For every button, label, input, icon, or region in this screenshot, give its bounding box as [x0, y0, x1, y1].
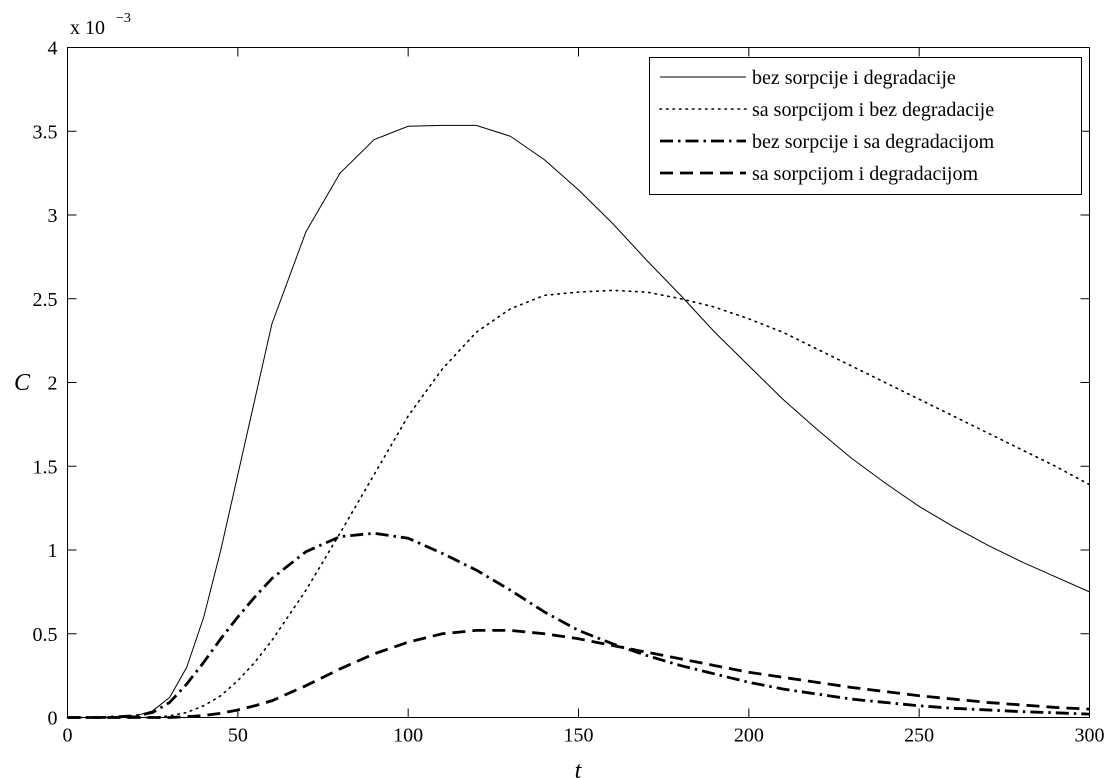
x-tick-label: 150 [564, 725, 594, 747]
y-tick-label: 3.5 [33, 121, 58, 143]
legend: bez sorpcije i degradacije sa sorpcijom i… [649, 57, 1082, 195]
y-tick-label: 2.5 [33, 289, 58, 311]
legend-label: bez sorpcije i sa degradacijom [752, 131, 995, 153]
y-tick-label: 1 [48, 540, 58, 562]
y-multiplier: x 10 −3 [70, 11, 131, 39]
legend-label: bez sorpcije i degradacije [752, 67, 956, 89]
legend-entry: sa sorpcijom i degradacijom [660, 163, 978, 185]
series-line-1 [67, 124, 1090, 718]
x-tick-label: 300 [1075, 725, 1105, 747]
legend-label: sa sorpcijom i degradacijom [752, 163, 978, 185]
legend-label: sa sorpcijom i bez degradacije [752, 99, 994, 121]
y-multiplier-exponent: −3 [116, 11, 131, 26]
plot-lines [66, 124, 1091, 719]
y-axis-label: C [14, 370, 31, 396]
series-line-2 [66, 289, 1091, 719]
x-axis-label: t [575, 758, 583, 778]
legend-entry: bez sorpcije i sa degradacijom [660, 131, 995, 153]
x-tick-label: 200 [734, 725, 764, 747]
series-line-3 [67, 531, 1090, 719]
x-tick-label: 100 [393, 725, 423, 747]
y-tick-label: 1.5 [33, 456, 58, 478]
x-tick-label: 250 [904, 725, 934, 747]
ticks [67, 47, 1090, 718]
y-tick-label: 4 [48, 38, 58, 60]
legend-entry: sa sorpcijom i bez degradacije [659, 99, 994, 121]
y-tick-label: 0 [48, 708, 58, 730]
x-tick-label: 0 [63, 725, 73, 747]
y-tick-label: 0.5 [33, 624, 58, 646]
legend-entries: bez sorpcije i degradacije sa sorpcijom i… [659, 67, 995, 185]
y-tick-label: 2 [48, 373, 58, 395]
x-tick-label: 50 [228, 725, 248, 747]
series-line-4 [67, 629, 1090, 719]
y-tick-label: 3 [48, 205, 58, 227]
y-multiplier-base: x 10 [70, 17, 105, 39]
legend-entry: bez sorpcije i degradacije [660, 67, 956, 89]
tick-labels: 0 50 100 150 200 250 300 0 0.5 1 1.5 2 2.5 3 3.5 4 [33, 38, 1105, 747]
